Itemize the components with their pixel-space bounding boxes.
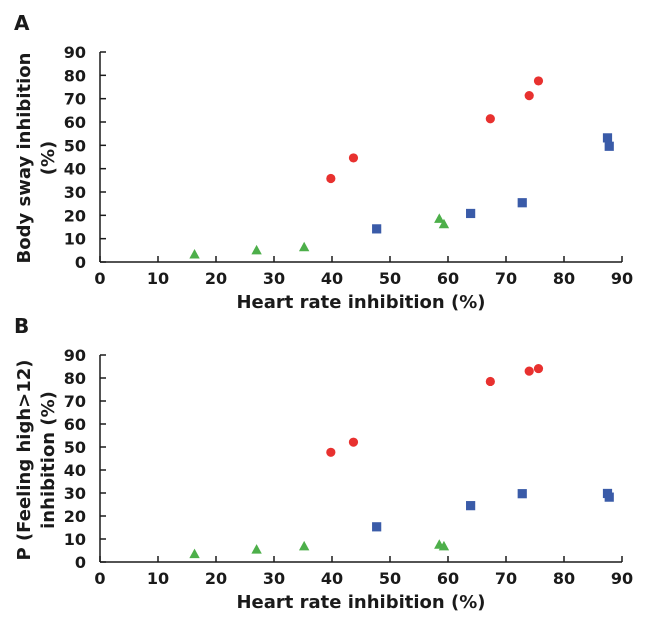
panel-a-x-tick-label: 50 [379, 269, 401, 288]
panel-b-x-tick-label: 30 [263, 569, 285, 588]
panel-a-square-point [372, 224, 382, 234]
panel-b: B 0 10 20 30 40 50 60 70 80 90 0 10 20 30 40 50 60 70 80 90… [14, 314, 633, 613]
panel-a-x-tick-label: 60 [437, 269, 459, 288]
panel-a-x-tick-label: 40 [321, 269, 343, 288]
panel-a-triangle-point [298, 241, 310, 252]
panel-b-y-tick-label: 90 [64, 346, 86, 365]
panel-b-circle-point [524, 366, 534, 376]
panel-b-y-tick-label: 70 [64, 392, 86, 411]
panel-b-y-tick-label: 50 [64, 438, 86, 457]
panel-b-x-tick-label: 60 [437, 569, 459, 588]
panel-b-square-point [372, 522, 382, 532]
panel-b-y-tick-label: 20 [64, 507, 86, 526]
panel-b-y-axis-label-line1: P (Feeling high>12) [14, 359, 35, 560]
panel-a-square-point [517, 198, 527, 208]
panel-a-y-tick-label: 70 [64, 90, 86, 109]
panel-a-y-tick-label: 10 [64, 230, 86, 249]
panel-b-triangle-point [438, 540, 450, 551]
panel-a-triangle-point [189, 249, 200, 259]
panel-a-square-point [604, 141, 614, 151]
panel-b-circle-point [533, 363, 544, 374]
panel-a-circle-point [326, 173, 336, 184]
panel-a: A 0 10 20 30 40 50 60 70 80 90 0 10 20 30 40 50 60 70 80 90… [14, 11, 633, 313]
panel-b-square-point [466, 501, 476, 511]
panel-a-circle-point [485, 114, 495, 124]
panel-b-x-tick-label: 10 [147, 569, 169, 588]
panel-a-x-tick-label: 0 [94, 269, 105, 288]
panel-b-x-tick-label: 90 [611, 569, 633, 588]
panel-a-y-tick-label: 60 [64, 113, 86, 132]
panel-b-x-tick-label: 40 [321, 569, 343, 588]
panel-b-square-point [517, 489, 527, 499]
panel-a-y-axis-label-line1: Body sway inhibition [14, 53, 35, 264]
panel-a-y-tick-label: 90 [64, 43, 86, 62]
panel-a-y-tick-label: 30 [64, 183, 86, 202]
panel-a-triangle-point [434, 213, 445, 223]
panel-a-triangle-point [438, 218, 450, 229]
panel-b-circle-point [348, 437, 359, 447]
panel-b-x-tick-label: 80 [553, 569, 575, 588]
panel-a-triangle-point [251, 244, 262, 255]
panel-b-x-axis-label: Heart rate inhibition (%) [236, 592, 485, 613]
panel-a-x-tick-label: 70 [495, 269, 517, 288]
panel-b-y-tick-label: 40 [64, 461, 86, 480]
panel-b-y-tick-label: 0 [75, 553, 86, 572]
panel-b-triangle-point [298, 540, 310, 551]
panel-b-y-axis-label-line2: inhibition (%) [38, 391, 59, 529]
panel-a-circle-point [348, 153, 359, 163]
panel-b-triangle-point [251, 544, 262, 554]
panel-a-letter: A [14, 11, 30, 35]
panel-a-circle-point [533, 76, 544, 86]
panel-b-x-tick-label: 50 [379, 569, 401, 588]
panel-a-square-point [466, 208, 476, 219]
panel-a-y-tick-label: 80 [64, 66, 86, 85]
panel-b-x-tick-label: 20 [205, 569, 227, 588]
panel-a-square-point [602, 133, 613, 143]
panel-a-x-tick-label: 80 [553, 269, 575, 288]
panel-b-x-tick-label: 70 [495, 569, 517, 588]
panel-b-y-tick-label: 30 [64, 484, 86, 503]
panel-a-x-tick-label: 90 [611, 269, 633, 288]
panel-a-circle-point [524, 91, 534, 101]
panel-a-y-axis-label-line2: (%) [38, 141, 59, 176]
panel-b-circle-point [485, 376, 495, 387]
panel-a-x-tick-label: 20 [205, 269, 227, 288]
panel-b-triangle-point [189, 548, 200, 559]
panel-a-y-tick-label: 50 [64, 136, 86, 155]
panel-b-letter: B [14, 314, 29, 338]
panel-a-x-axis-label: Heart rate inhibition (%) [236, 292, 485, 313]
panel-b-y-tick-label: 10 [64, 530, 86, 549]
panel-b-square-point [604, 492, 614, 502]
panel-a-x-tick-label: 10 [147, 269, 169, 288]
panel-a-x-tick-label: 30 [263, 269, 285, 288]
panel-a-y-tick-label: 0 [75, 253, 86, 272]
panel-b-x-tick-label: 0 [94, 569, 105, 588]
panel-a-y-tick-label: 20 [64, 206, 86, 225]
panel-b-y-tick-label: 80 [64, 369, 86, 388]
panel-b-y-tick-label: 60 [64, 415, 86, 434]
panel-a-y-tick-label: 40 [64, 160, 86, 179]
panel-b-circle-point [326, 447, 336, 457]
